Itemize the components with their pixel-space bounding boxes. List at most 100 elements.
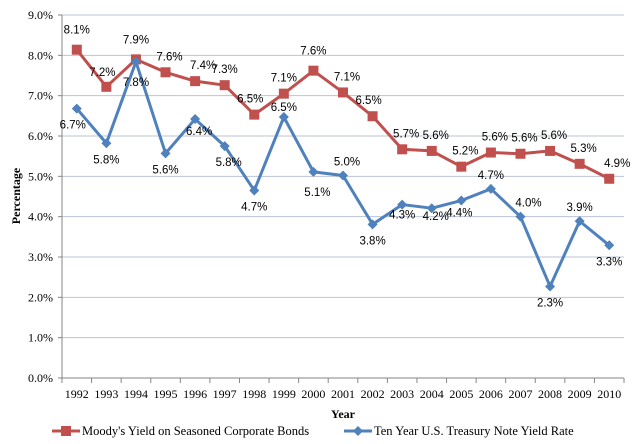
- data-point: [249, 185, 260, 196]
- x-tick-label: 2010: [597, 387, 621, 401]
- data-label: 5.2%: [452, 146, 478, 158]
- legend-label: Moody's Yield on Seasoned Corporate Bond…: [82, 424, 309, 438]
- data-label: 5.1%: [304, 187, 330, 199]
- data-point: [545, 281, 556, 292]
- data-point: [574, 216, 585, 227]
- data-label: 5.6%: [423, 130, 449, 142]
- data-label: 5.8%: [93, 154, 119, 166]
- data-point: [367, 219, 378, 230]
- data-label: 5.6%: [482, 132, 508, 144]
- y-tick-label: 5.0%: [28, 169, 53, 183]
- data-label: 6.5%: [237, 94, 263, 106]
- x-tick-label: 1994: [124, 387, 148, 401]
- y-tick-label: 9.0%: [28, 8, 53, 22]
- x-tick-label: 2002: [361, 387, 385, 401]
- data-label: 4.2%: [423, 211, 449, 223]
- data-label: 5.6%: [152, 164, 178, 176]
- x-tick-label: 2006: [479, 387, 503, 401]
- data-label: 7.2%: [89, 67, 115, 79]
- data-label: 7.6%: [300, 46, 326, 58]
- data-point: [367, 111, 378, 122]
- data-point: [574, 158, 585, 169]
- y-tick-label: 0.0%: [28, 371, 53, 385]
- data-point: [71, 103, 82, 114]
- x-axis-title: Year: [331, 407, 356, 421]
- data-label: 3.3%: [596, 256, 622, 268]
- data-label: 4.3%: [389, 210, 415, 222]
- data-label: 3.9%: [567, 202, 593, 214]
- data-label: 3.8%: [359, 235, 385, 247]
- data-label: 5.7%: [393, 128, 419, 140]
- x-tick-label: 1999: [272, 387, 296, 401]
- data-point: [160, 148, 171, 159]
- data-point: [338, 170, 348, 181]
- data-point: [604, 173, 615, 184]
- legend-item: Ten Year U.S. Treasury Note Yield Rate: [344, 424, 574, 438]
- legend: Moody's Yield on Seasoned Corporate Bond…: [52, 424, 574, 438]
- data-label: 4.7%: [241, 201, 267, 213]
- data-point: [278, 88, 289, 99]
- y-tick-label: 6.0%: [28, 129, 53, 143]
- data-point: [515, 211, 526, 222]
- data-point: [397, 199, 408, 210]
- data-point: [249, 109, 260, 120]
- data-point: [604, 240, 615, 251]
- legend-marker: [61, 426, 71, 436]
- data-label: 7.8%: [123, 77, 149, 89]
- data-point: [426, 145, 437, 156]
- data-point: [190, 76, 201, 87]
- x-tick-label: 1996: [183, 387, 207, 401]
- data-label: 7.9%: [123, 34, 149, 46]
- data-point: [456, 161, 467, 172]
- x-tick-label: 1992: [65, 387, 89, 401]
- data-point: [485, 183, 496, 194]
- data-label: 4.7%: [478, 170, 504, 182]
- x-tick-label: 2008: [538, 387, 562, 401]
- x-tick-label: 1993: [94, 387, 118, 401]
- legend-marker: [353, 426, 363, 436]
- legend-label: Ten Year U.S. Treasury Note Yield Rate: [374, 424, 574, 438]
- data-point: [101, 81, 112, 92]
- legend-item: Moody's Yield on Seasoned Corporate Bond…: [52, 424, 309, 438]
- data-point: [219, 80, 230, 91]
- data-label: 7.3%: [212, 64, 238, 76]
- data-point: [308, 65, 319, 76]
- data-point: [485, 147, 496, 158]
- y-axis-title: Percentage: [9, 167, 23, 224]
- y-tick-label: 7.0%: [28, 89, 53, 103]
- x-tick-labels: 1992 1993 1994 1995 1996 1997 1998 1999 2000 2001…: [65, 387, 621, 401]
- y-tick-label: 1.0%: [28, 331, 53, 345]
- data-point: [219, 141, 230, 152]
- data-point: [397, 144, 408, 155]
- x-tick-label: 2001: [331, 387, 355, 401]
- data-point: [130, 56, 141, 67]
- x-tick-label: 1995: [154, 387, 178, 401]
- data-label: 7.6%: [156, 51, 182, 63]
- data-label: 5.6%: [541, 130, 567, 142]
- data-label: 5.8%: [216, 157, 242, 169]
- data-point: [545, 145, 556, 156]
- data-point: [456, 195, 467, 206]
- data-label: 6.7%: [60, 120, 86, 132]
- data-label: 7.4%: [190, 60, 216, 72]
- y-tick-label: 8.0%: [28, 48, 53, 62]
- x-tick-label: 2009: [568, 387, 592, 401]
- data-label: 5.3%: [571, 143, 597, 155]
- data-label: 2.3%: [537, 297, 563, 309]
- x-tick-label: 1997: [213, 387, 237, 401]
- y-tick-label: 4.0%: [28, 210, 53, 224]
- data-label: 7.1%: [334, 71, 360, 83]
- data-label: 5.0%: [334, 157, 360, 169]
- data-label: 6.5%: [355, 95, 381, 107]
- x-tick-label: 2005: [449, 387, 473, 401]
- data-label: 5.6%: [511, 133, 537, 145]
- data-labels: 8.1% 7.2% 7.9% 7.6% 7.4%7.3% 6.5% 7.1% 7.6% 7.1%…: [60, 25, 631, 310]
- data-label: 6.4%: [186, 126, 212, 138]
- data-point: [426, 203, 437, 214]
- data-point: [278, 112, 289, 123]
- data-label: 4.9%: [604, 158, 630, 170]
- data-label: 4.0%: [515, 198, 541, 210]
- x-tick-label: 2003: [390, 387, 414, 401]
- data-label: 8.1%: [64, 25, 90, 37]
